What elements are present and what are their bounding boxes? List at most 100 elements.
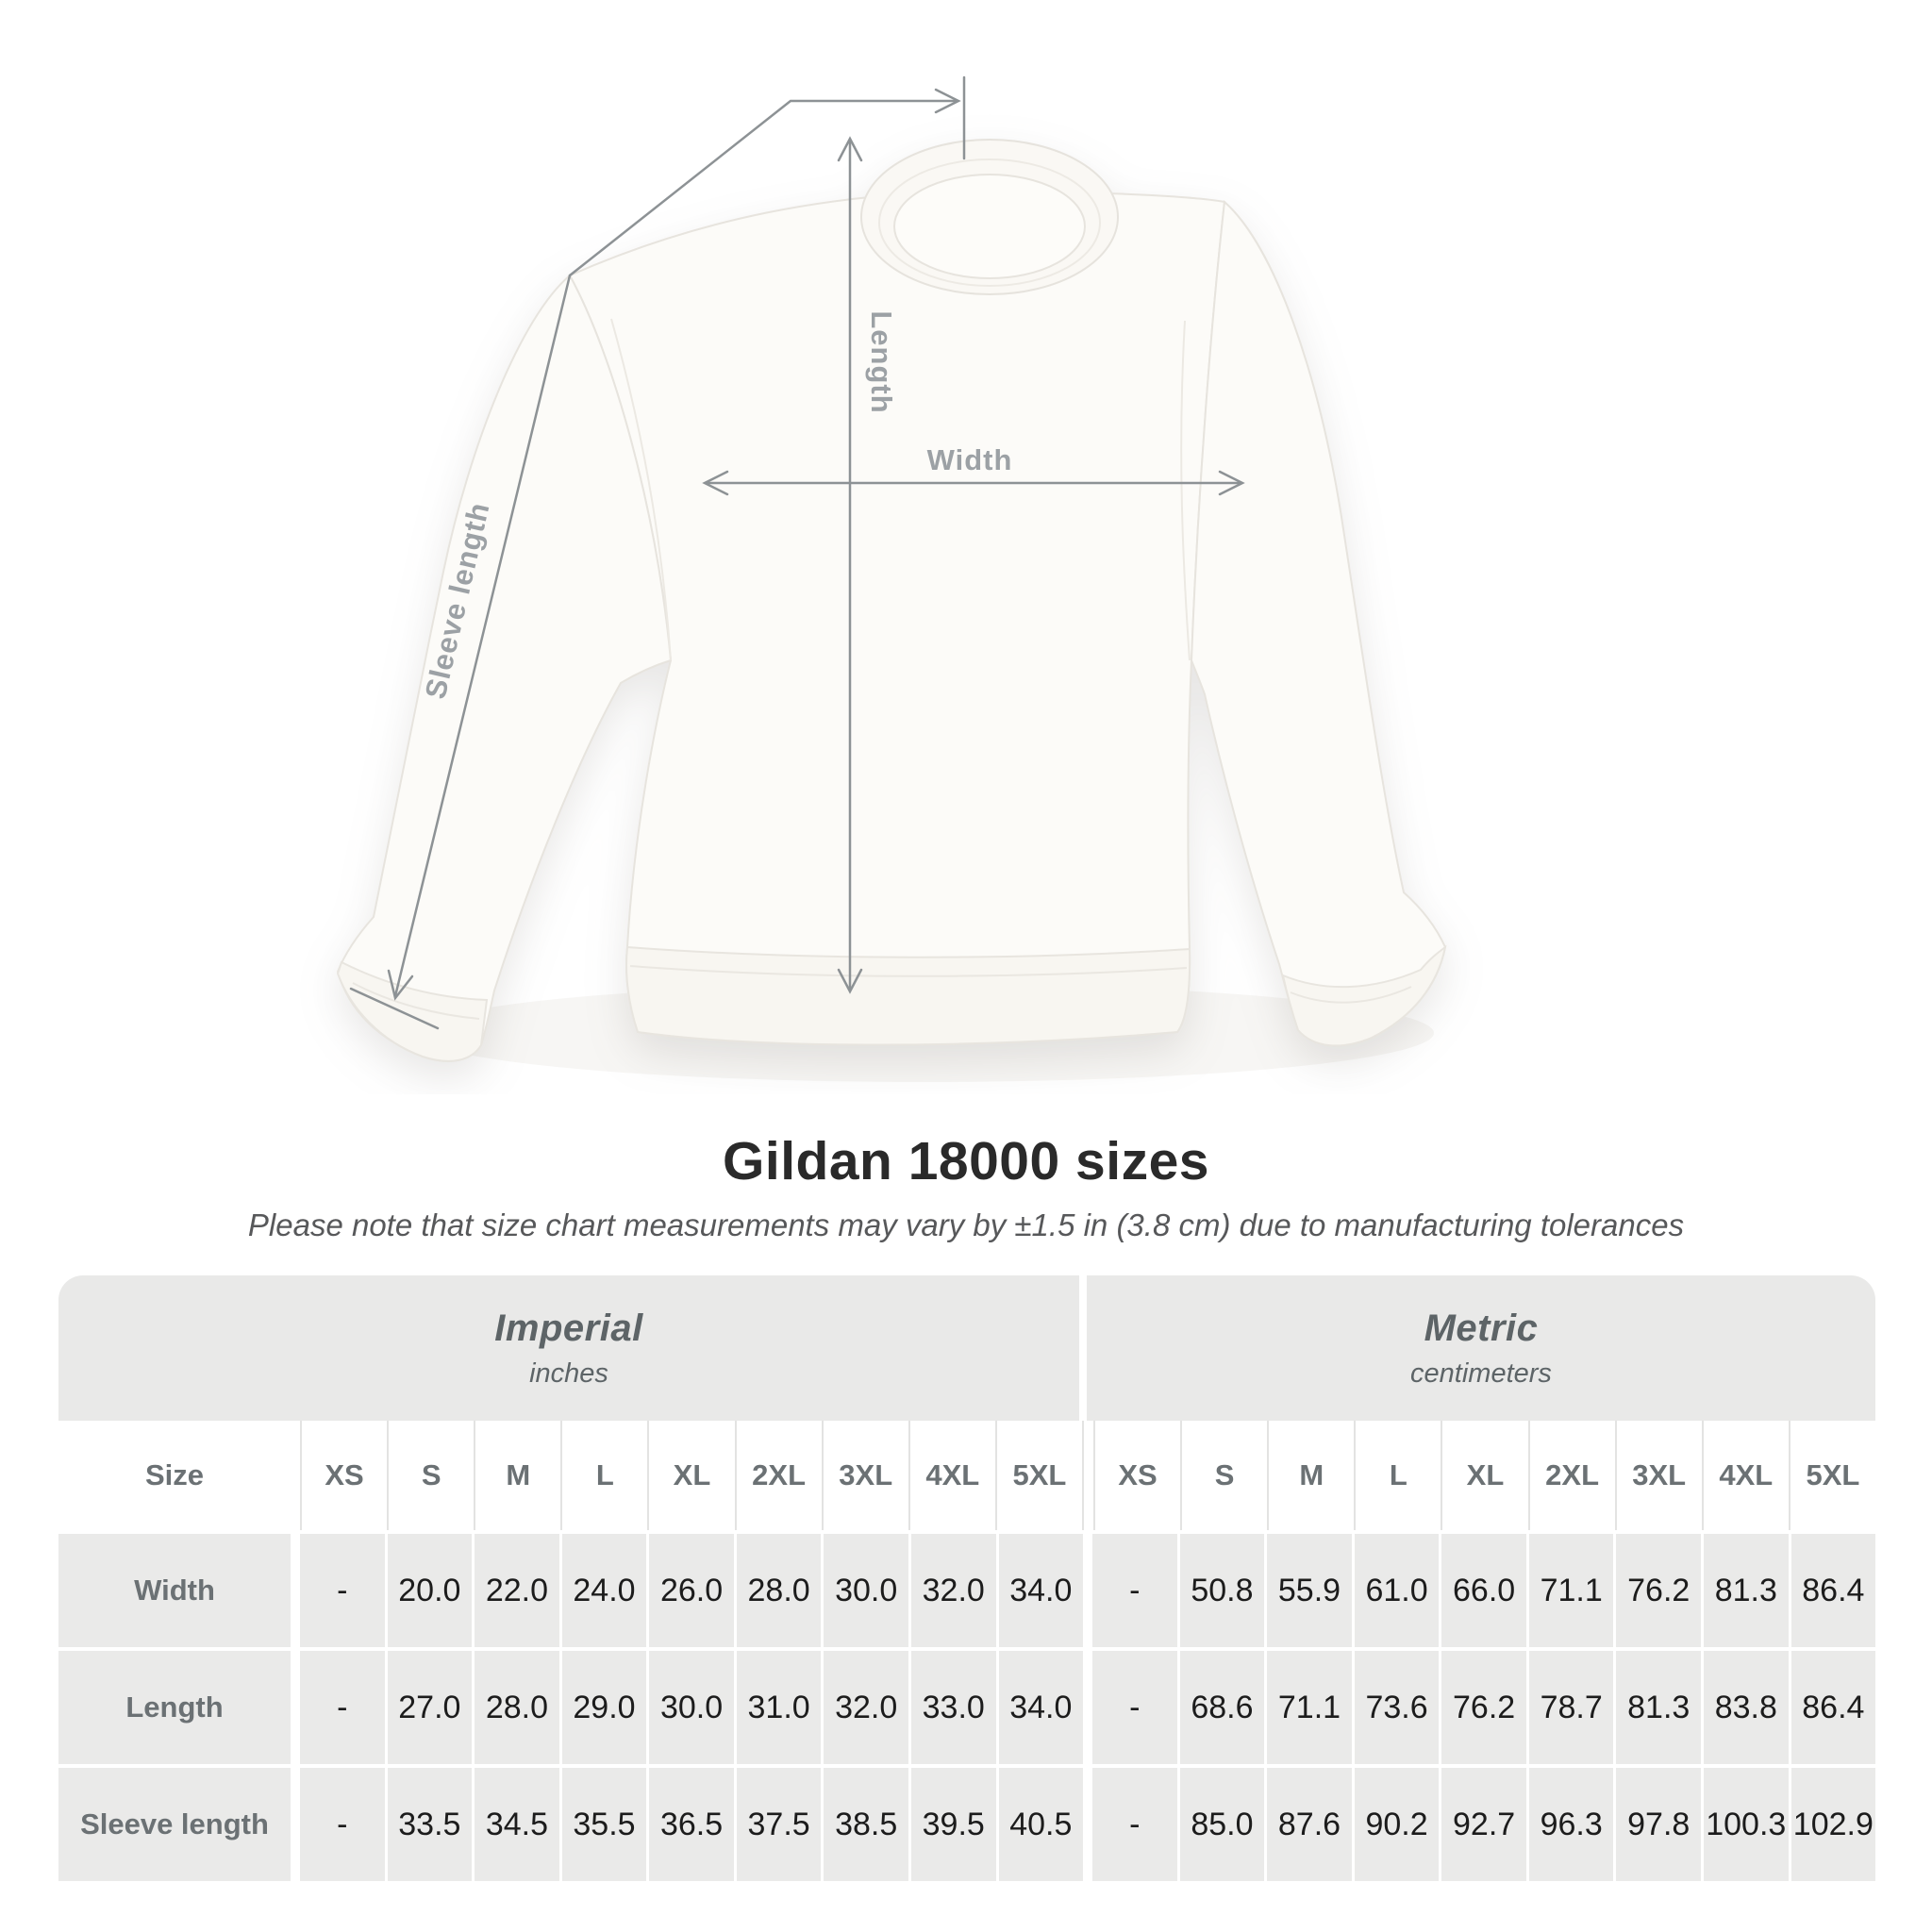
measurement-lines <box>349 75 1245 1030</box>
sweatshirt-hem-band <box>625 945 1191 1046</box>
page-title: Gildan 18000 sizes <box>723 1131 1209 1191</box>
value-cell: 76.2 <box>1613 1534 1701 1647</box>
value-cell: 81.3 <box>1613 1651 1701 1764</box>
row-label-sleeve-length: Sleeve length <box>80 1807 269 1840</box>
value-cell: 76.2 <box>1439 1651 1526 1764</box>
sweatshirt-figure: Length Width Sleeve length <box>336 75 1447 1082</box>
size-header-cell: 5XL <box>994 1421 1084 1530</box>
metric-unit: centimeters <box>1410 1357 1552 1389</box>
value-cell: 22.0 <box>472 1534 559 1647</box>
left-cuff-stitch-line <box>352 982 480 1020</box>
value-cell: 30.0 <box>821 1534 908 1647</box>
value-cell: 34.5 <box>472 1768 559 1881</box>
size-header-cell: 4XL <box>908 1421 995 1530</box>
arrowhead-right-icon <box>934 88 961 114</box>
size-header-label: Size <box>144 1458 205 1491</box>
imperial-title: Imperial <box>494 1307 643 1349</box>
value-cell: 34.0 <box>995 1651 1084 1764</box>
hem-stitch-line <box>629 965 1188 977</box>
value-cell: 83.8 <box>1701 1651 1789 1764</box>
size-header-cell: XS <box>1092 1421 1180 1530</box>
value-cell: 102.9 <box>1788 1768 1876 1881</box>
value-cell: 50.8 <box>1176 1534 1265 1647</box>
size-header-cell: M <box>474 1421 560 1530</box>
value-cell: 32.0 <box>908 1534 996 1647</box>
value-cell: - <box>1083 1768 1177 1881</box>
value-cell: 61.0 <box>1351 1534 1440 1647</box>
unit-band-imperial: Imperial inches <box>58 1275 1079 1421</box>
table-row-width: Width -20.0 22.0 24.0 26.0 28.0 30.0 32.0 34.0-… <box>58 1534 1875 1647</box>
value-cell: 27.0 <box>384 1651 473 1764</box>
value-cell: 29.0 <box>558 1651 647 1764</box>
left-armhole-seam <box>610 318 672 661</box>
right-cuff-stitch-line <box>1290 986 1412 1004</box>
value-cell: 40.5 <box>995 1768 1084 1881</box>
size-header-cell: XS <box>300 1421 387 1530</box>
size-header-cell: 4XL <box>1701 1421 1789 1530</box>
size-header-cell: XL <box>647 1421 734 1530</box>
value-cell: 97.8 <box>1613 1768 1701 1881</box>
size-header-cell: 2XL <box>734 1421 822 1530</box>
arrowhead-right2-icon <box>1218 470 1245 496</box>
value-cell: - <box>1083 1534 1177 1647</box>
value-cell: 35.5 <box>558 1768 647 1881</box>
sleeve-length-line <box>393 274 572 998</box>
value-cell: 66.0 <box>1439 1534 1526 1647</box>
value-cell: - <box>1083 1651 1177 1764</box>
value-cell: 38.5 <box>821 1768 908 1881</box>
size-header-cell: XL <box>1441 1421 1527 1530</box>
size-chart-table: Imperial inches Metric centimeters Size … <box>58 1275 1875 1881</box>
row-label-length: Length <box>125 1690 224 1724</box>
size-header-cell: L <box>560 1421 647 1530</box>
value-cell: 55.9 <box>1264 1534 1352 1647</box>
value-cell: 78.7 <box>1525 1651 1614 1764</box>
value-cell: 71.1 <box>1264 1651 1352 1764</box>
value-cell: 33.0 <box>908 1651 996 1764</box>
sleeve-reference-line <box>568 99 958 277</box>
value-cell: 26.0 <box>646 1534 734 1647</box>
title-block: Gildan 18000 sizes Please note that size… <box>0 1130 1932 1243</box>
arrowhead-up-icon <box>837 136 863 162</box>
row-label-width: Width <box>134 1574 215 1607</box>
size-header-cell: 3XL <box>1614 1421 1702 1530</box>
table-row-length: Length -27.0 28.0 29.0 30.0 31.0 32.0 33.0 34.0… <box>58 1651 1875 1764</box>
size-header-cell: 3XL <box>821 1421 908 1530</box>
size-header-cell: M <box>1267 1421 1354 1530</box>
value-cell: 86.4 <box>1788 1651 1876 1764</box>
value-cell: 73.6 <box>1351 1651 1440 1764</box>
size-header-cell: 2XL <box>1527 1421 1615 1530</box>
collar-stitch <box>878 158 1101 287</box>
size-header-row: Size XS S M L XL 2XL 3XL 4XL 5XL XS S M L XL 2XL 3XL 4XL… <box>58 1421 1875 1530</box>
sweatshirt <box>336 139 1447 1062</box>
right-armhole-seam <box>1180 320 1191 661</box>
sweatshirt-left-cuff <box>336 960 489 1062</box>
size-header-cell: 5XL <box>1788 1421 1875 1530</box>
value-cell: 37.5 <box>733 1768 822 1881</box>
length-label: Length <box>865 310 898 413</box>
metric-title: Metric <box>1424 1307 1539 1349</box>
value-cell: 100.3 <box>1701 1768 1789 1881</box>
value-cell: 92.7 <box>1439 1768 1526 1881</box>
value-cell: 39.5 <box>908 1768 996 1881</box>
value-cell: 20.0 <box>384 1534 473 1647</box>
unit-band-metric: Metric centimeters <box>1087 1275 1875 1421</box>
arrowhead-down-left-icon <box>387 969 414 1001</box>
value-cell: 34.0 <box>995 1534 1084 1647</box>
value-cell: 36.5 <box>646 1768 734 1881</box>
size-header-cell: S <box>387 1421 474 1530</box>
sweatshirt-illustration: Length Width Sleeve length <box>336 75 1447 1082</box>
sweatshirt-right-sleeve <box>1190 199 1447 1047</box>
value-cell: 96.3 <box>1525 1768 1614 1881</box>
collar-inner <box>893 174 1086 279</box>
value-cell: 81.3 <box>1701 1534 1789 1647</box>
table-row-sleeve-length: Sleeve length -33.5 34.5 35.5 36.5 37.5 38.5 3… <box>58 1768 1875 1881</box>
value-cell: 24.0 <box>558 1534 647 1647</box>
value-cell: 86.4 <box>1788 1534 1876 1647</box>
value-cell: 32.0 <box>821 1651 908 1764</box>
size-header-cell: L <box>1354 1421 1441 1530</box>
tolerance-note: Please note that size chart measurements… <box>247 1208 1685 1242</box>
value-cell: 90.2 <box>1351 1768 1440 1881</box>
value-cell: 28.0 <box>472 1651 559 1764</box>
size-header-cell: S <box>1180 1421 1267 1530</box>
value-cell: 85.0 <box>1176 1768 1265 1881</box>
